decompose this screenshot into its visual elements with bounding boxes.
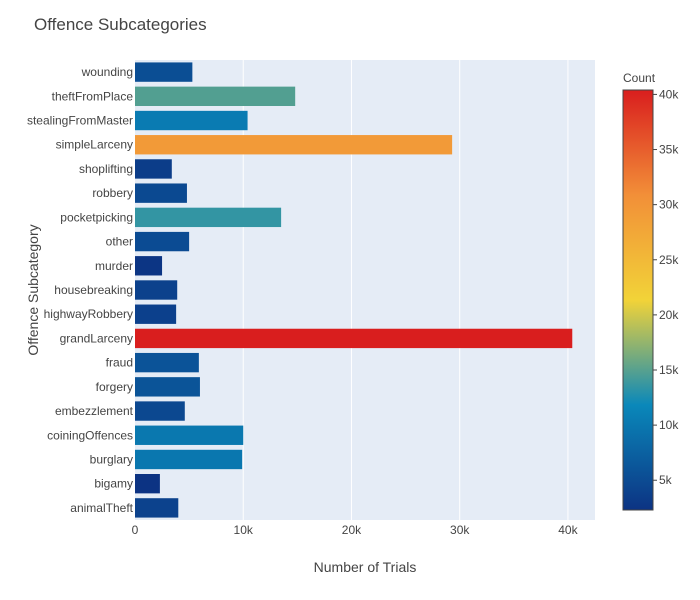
bar-grandLarceny (135, 328, 573, 349)
y-tick-label-embezzlement: embezzlement (55, 404, 134, 418)
y-tick-label-burglary: burglary (90, 452, 133, 466)
colorbar-tick-label: 30k (659, 198, 679, 212)
colorbar-tick-label: 25k (659, 253, 679, 267)
colorbar-tick-label: 40k (659, 87, 679, 101)
colorbar-tick-label: 20k (659, 308, 679, 322)
colorbar-tick-label: 5k (659, 473, 673, 487)
bar-bigamy (135, 474, 160, 494)
y-tick-label-shoplifting: shoplifting (79, 162, 133, 176)
y-tick-label-other: other (106, 235, 133, 249)
x-tick-label: 40k (558, 523, 578, 537)
colorbar-tick-label: 15k (659, 363, 679, 377)
y-tick-label-animalTheft: animalTheft (70, 501, 133, 515)
bar-simpleLarceny (135, 135, 453, 155)
x-tick-label: 20k (342, 523, 362, 537)
y-tick-label-bigamy: bigamy (94, 477, 133, 491)
bar-wounding (135, 62, 193, 82)
colorbar-title: Count (623, 71, 656, 85)
y-tick-label-housebreaking: housebreaking (54, 283, 133, 297)
y-tick-label-fraud: fraud (106, 356, 133, 370)
bar-forgery (135, 377, 200, 397)
x-tick-label: 10k (234, 523, 254, 537)
colorbar-tick-labels: 5k 10k 15k 20k 25k 30k 35k 40k (653, 87, 679, 487)
x-tick-labels: 0 10k 20k 30k 40k (132, 523, 579, 537)
y-tick-label-theftFromPlace: theftFromPlace (52, 89, 134, 103)
colorbar-tick-label: 10k (659, 418, 679, 432)
y-axis-title: Offence Subcategory (25, 224, 41, 355)
bar-animalTheft (135, 498, 179, 518)
bar-embezzlement (135, 401, 185, 421)
y-tick-label-stealingFromMaster: stealingFromMaster (27, 114, 133, 128)
bar-coiningOffences (135, 425, 244, 445)
y-tick-label-pocketpicking: pocketpicking (60, 210, 133, 224)
bar-fraud (135, 352, 199, 373)
colorbar-tick-label: 35k (659, 143, 679, 157)
bar-pocketpicking (135, 207, 282, 228)
y-tick-label-murder: murder (95, 259, 133, 273)
bars (135, 62, 573, 518)
y-tick-label-forgery: forgery (96, 380, 133, 394)
bar-housebreaking (135, 280, 178, 300)
colorbar-gradient (622, 89, 654, 511)
y-tick-label-wounding: wounding (81, 65, 133, 79)
bar-shoplifting (135, 159, 172, 179)
x-tick-label: 0 (132, 523, 139, 537)
x-tick-label: 30k (450, 523, 470, 537)
y-tick-label-robbery: robbery (92, 186, 133, 200)
y-tick-label-coiningOffences: coiningOffences (47, 428, 133, 442)
y-tick-label-grandLarceny: grandLarceny (60, 331, 133, 345)
y-tick-labels: wounding theftFromPlace stealingFromMaster… (27, 65, 134, 515)
bar-theftFromPlace (135, 86, 296, 106)
chart-title: Offence Subcategories (34, 15, 207, 34)
y-tick-label-highwayRobbery: highwayRobbery (44, 307, 133, 321)
x-axis-title: Number of Trials (314, 559, 417, 575)
bar-other (135, 231, 190, 252)
bar-stealingFromMaster (135, 110, 248, 131)
bar-robbery (135, 183, 187, 203)
bar-burglary (135, 449, 243, 470)
y-tick-label-simpleLarceny: simpleLarceny (56, 138, 133, 152)
bar-highwayRobbery (135, 304, 177, 324)
colorbar: Count 5k 10k 15k 20k 25k 30k 35k 40k (622, 71, 679, 511)
bar-murder (135, 256, 163, 276)
